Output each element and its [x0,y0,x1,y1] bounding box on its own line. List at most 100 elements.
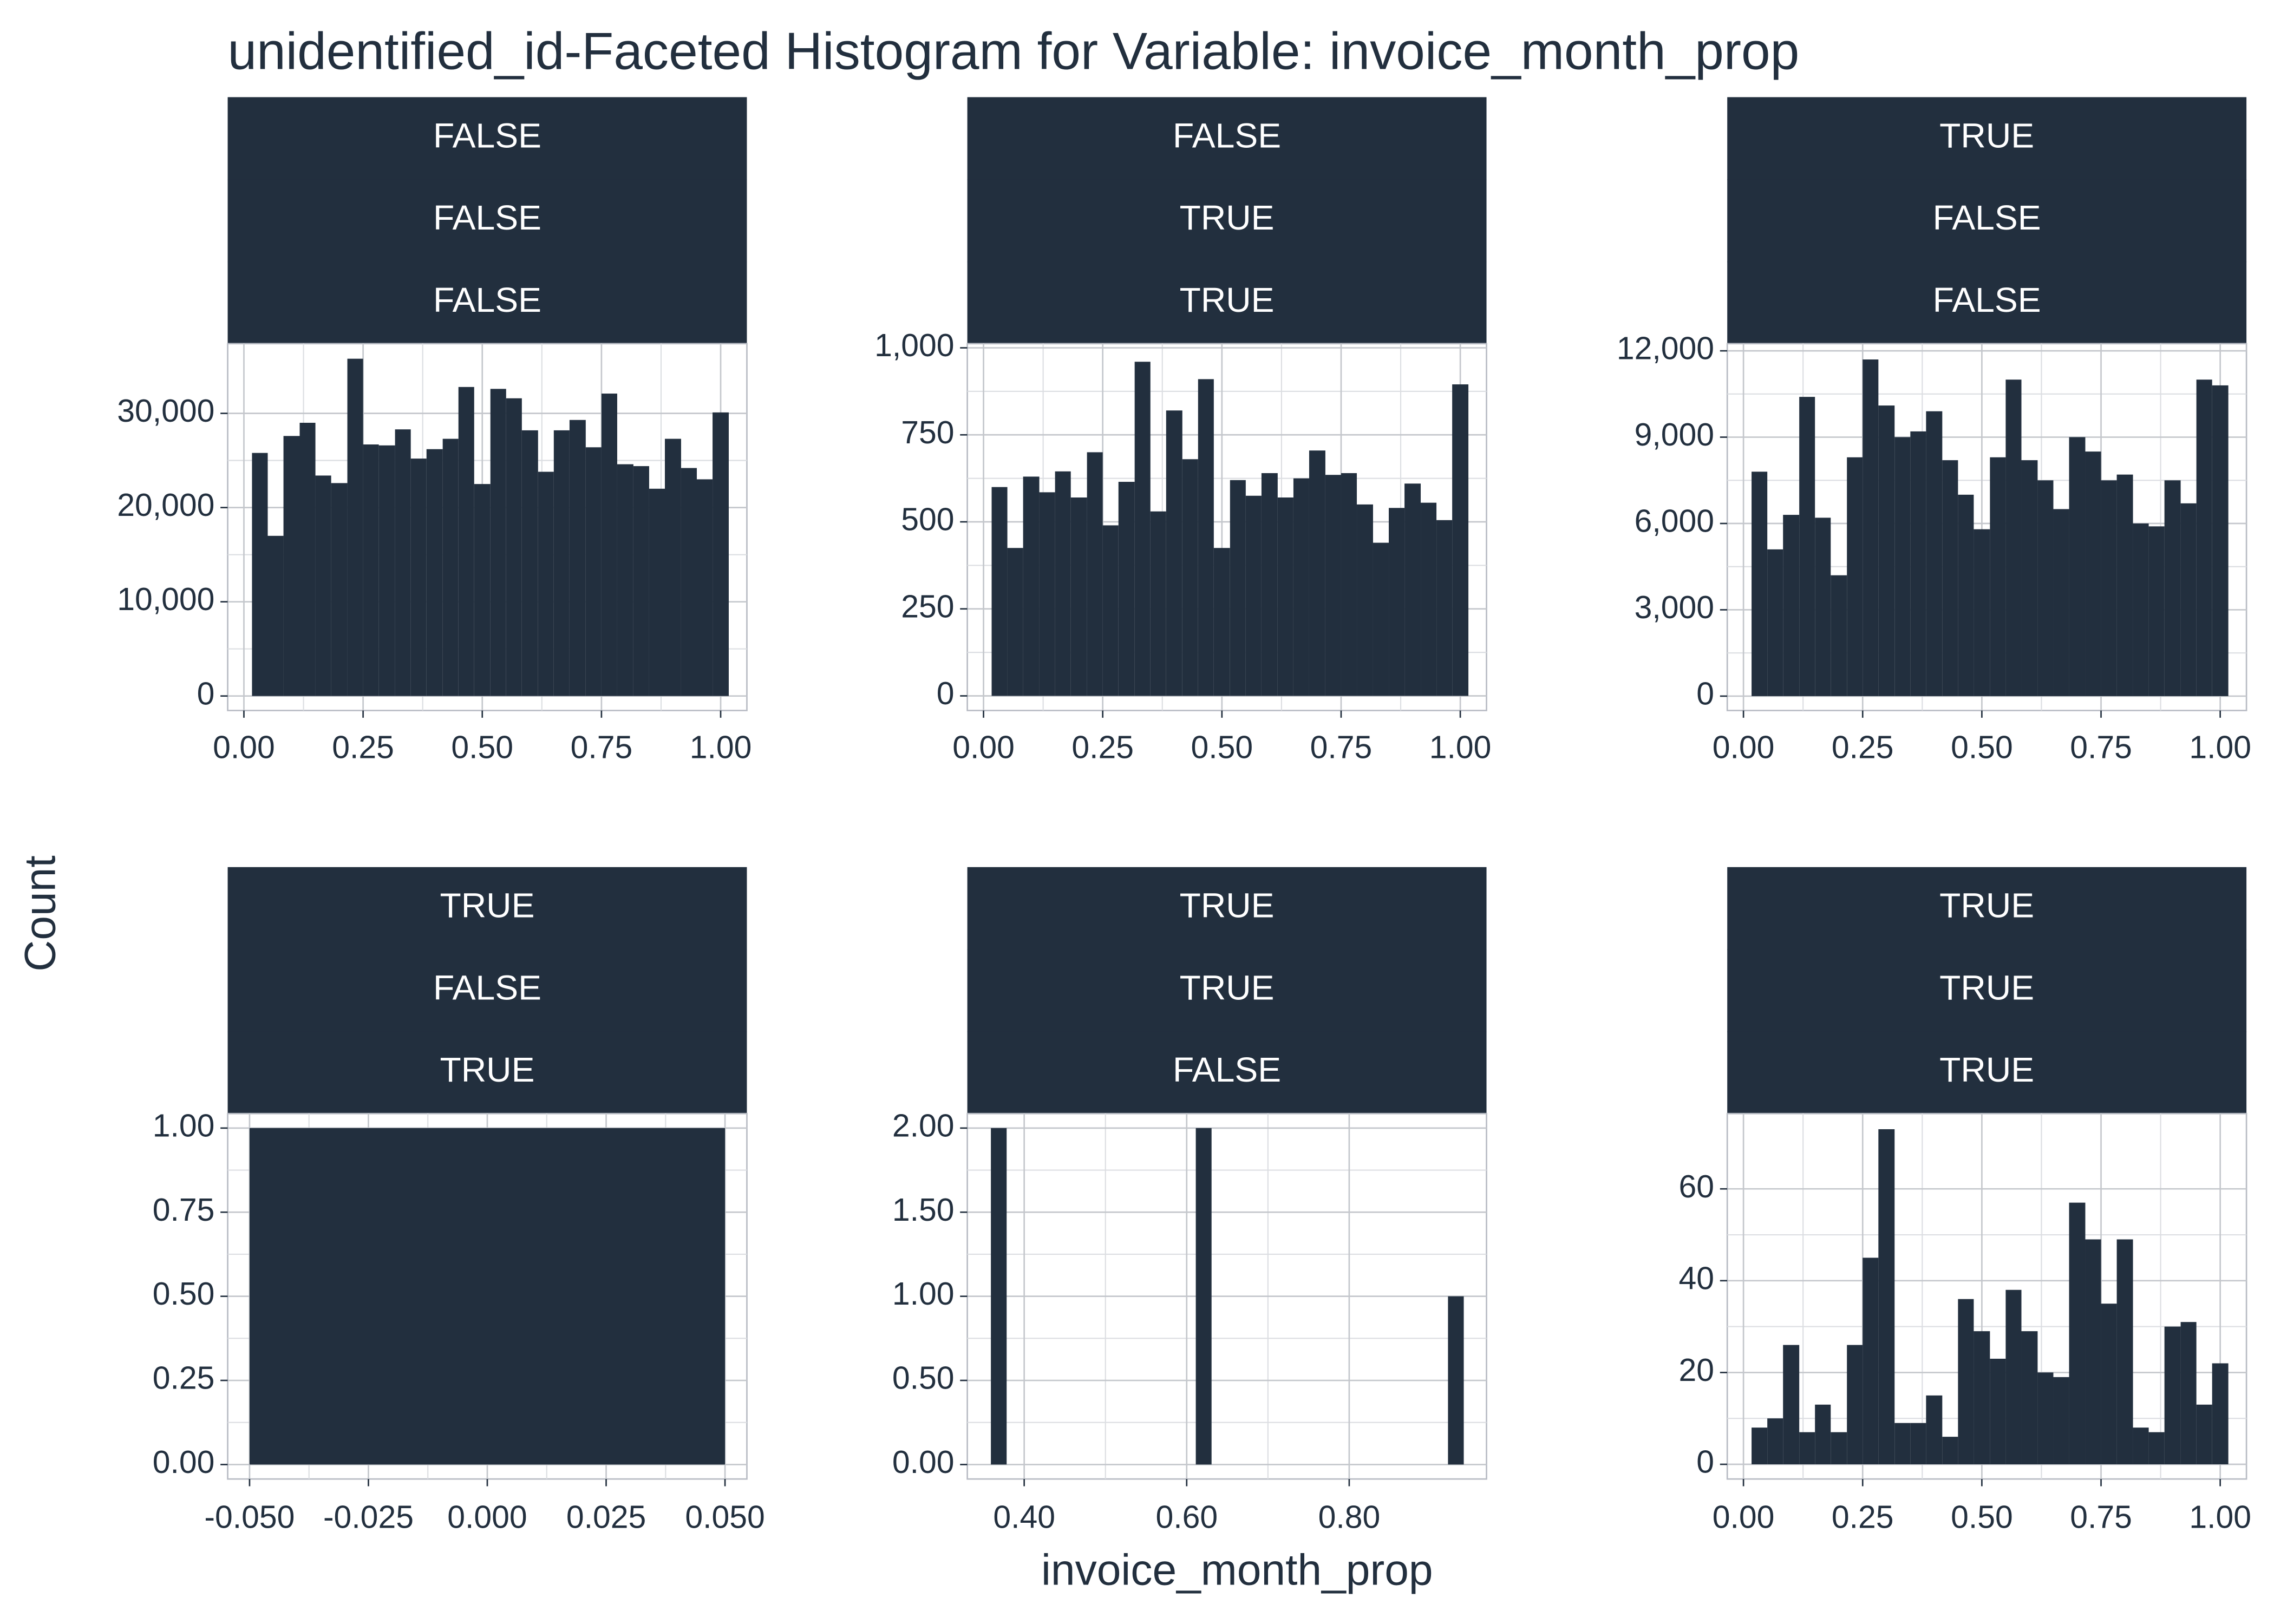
facet-label: FALSE [1173,1050,1281,1089]
facet-strip [1727,261,2247,345]
histogram-bar [1942,460,1958,696]
y-tick-label: 0.50 [892,1361,955,1396]
histogram-bar [1799,397,1815,696]
histogram-bar [1831,575,1847,696]
y-tick-label: 0 [937,676,955,711]
facet-strip [227,97,747,180]
histogram-bar [2133,1427,2149,1465]
y-tick-label: 30,000 [117,394,214,429]
histogram-bar [1198,379,1214,696]
y-tick-label: 1.00 [153,1108,215,1143]
histogram-bar [1404,483,1421,696]
y-tick-label: 0.75 [153,1193,215,1228]
histogram-bar [2069,1202,2086,1465]
histogram-bar [521,430,538,696]
histogram-bar [1309,450,1325,696]
histogram-bar [2212,385,2229,696]
facet-panel: TRUE TRUE TRUE 0 20 40 60 0.00 0.25 0.50 0.75 1.00 [1679,867,2251,1535]
histogram-bar [1293,478,1309,696]
x-tick-label: 0.25 [1832,730,1894,765]
histogram-bar [538,472,554,696]
histogram-bar [1087,452,1103,696]
histogram-bar [442,438,459,696]
histogram-bar [1910,431,1926,696]
histogram-bar [283,436,300,696]
facet-label: TRUE [1180,198,1275,237]
histogram-bar [252,453,268,696]
histogram-bar [1926,1395,1943,1465]
histogram-bar [2037,1372,2054,1465]
histogram-bar [2180,1322,2197,1465]
histogram-bar [410,459,427,696]
histogram-bar [1863,359,1879,696]
histogram-bar [1325,475,1341,696]
histogram-bar [1894,1423,1911,1465]
histogram-bar [506,398,522,696]
histogram-bar [1055,471,1071,696]
histogram-bar [1150,511,1166,696]
facet-strip [227,1031,747,1115]
x-tick-label: 1.00 [690,730,752,765]
histogram-bar [1958,494,1974,696]
histogram-bar [1815,1404,1831,1465]
histogram-bar [1039,492,1055,696]
histogram-bar [1942,1437,1958,1465]
facet-label: TRUE [1939,968,2034,1007]
facet-strip [1727,97,2247,180]
histogram-bar [1783,515,1800,696]
facet-panel: FALSE FALSE FALSE 0 10,000 20,000 30,000 0.00 0.… [117,97,752,765]
x-tick-label: 0.75 [2070,730,2132,765]
x-tick-label: 0.40 [993,1500,1055,1535]
histogram-bar [1448,1296,1464,1465]
facet-label: TRUE [1180,886,1275,925]
chart-title: unidentified_id-Faceted Histogram for Va… [228,22,1800,80]
histogram-bar [347,358,363,696]
histogram-bar [1389,508,1405,696]
histogram-bar [490,389,506,696]
histogram-bar [2053,509,2069,696]
facet-label: TRUE [440,886,535,925]
y-tick-label: 0.00 [892,1445,955,1480]
histogram-bar [249,1128,726,1465]
y-tick-label: 250 [901,589,954,624]
histogram-bar [299,423,316,696]
facet-strip [1727,1031,2247,1115]
y-tick-label: 0 [197,676,215,711]
y-tick-label: 40 [1679,1261,1715,1296]
histogram-bar [1990,1358,2006,1465]
x-axis-title: invoice_month_prop [1041,1546,1433,1594]
facet-panel: TRUE FALSE FALSE 0 3,000 6,000 9,000 12,000 0.00… [1617,97,2251,765]
histogram-bar [1373,542,1389,696]
histogram-bar [267,535,284,696]
histogram-bar [2148,526,2165,696]
histogram-bar [1863,1258,1879,1465]
facet-label: FALSE [433,116,541,155]
y-tick-label: 20 [1679,1353,1715,1388]
histogram-bar [1878,405,1895,696]
facet-strip [1727,179,2247,263]
histogram-bar [1752,472,1768,696]
histogram-bar [1070,497,1087,696]
histogram-bar [2101,480,2117,696]
x-tick-label: 1.00 [1429,730,1492,765]
facet-label: FALSE [1933,280,2041,319]
y-axis-title: Count [16,855,65,971]
facet-strip [1727,949,2247,1032]
histogram-bar [2116,1239,2133,1465]
histogram-bar [2196,1404,2212,1465]
y-tick-label: 1,000 [874,328,954,363]
y-tick-label: 2.00 [892,1108,955,1143]
histogram-bar [2085,1239,2101,1465]
facet-strip [967,179,1487,263]
y-tick-label: 10,000 [117,582,214,617]
x-tick-label: 1.00 [2189,730,2251,765]
facet-label: TRUE [1180,280,1275,319]
histogram-bar [2021,460,2038,696]
facet-panel: TRUE TRUE FALSE 0.00 0.50 1.00 1.50 2.00 0.40 0.6… [892,867,1487,1535]
y-tick-label: 500 [901,502,954,538]
histogram-bar [1261,473,1278,696]
y-tick-label: 0 [1696,1445,1714,1480]
histogram-bar [2037,480,2054,696]
histogram-bar [1767,1418,1783,1465]
facet-label: TRUE [1180,968,1275,1007]
